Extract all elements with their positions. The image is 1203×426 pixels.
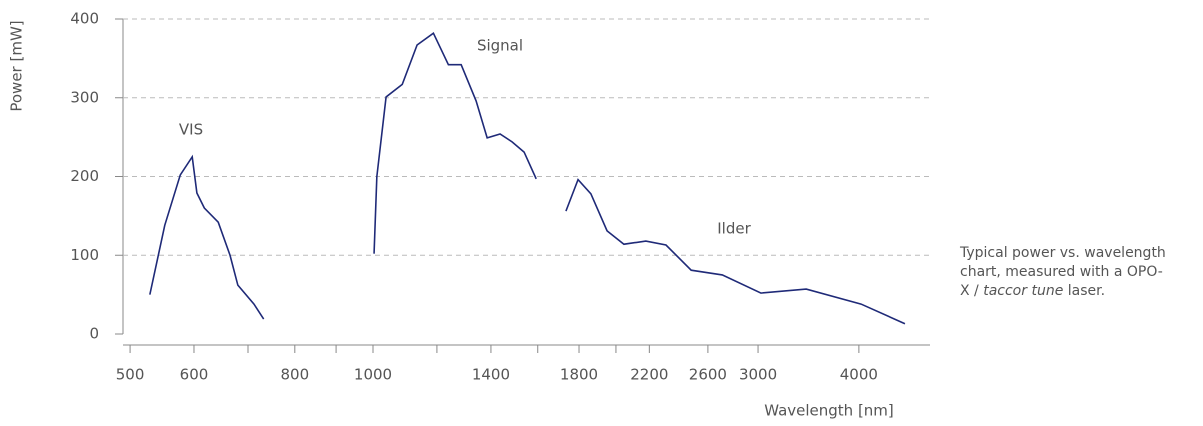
y-tick-label: 300 bbox=[70, 88, 99, 106]
x-tick-label: 800 bbox=[280, 366, 309, 384]
caption-text: Typical power vs. wavelength chart, meas… bbox=[960, 245, 1166, 299]
series-label: VIS bbox=[179, 121, 203, 139]
x-tick-label: 1400 bbox=[472, 366, 510, 384]
caption-text: laser. bbox=[1063, 283, 1106, 299]
x-axis-label: Wavelength [nm] bbox=[764, 402, 894, 420]
y-tick-label: 100 bbox=[70, 246, 99, 264]
x-tick-label: 1800 bbox=[560, 366, 598, 384]
series-label: Ilder bbox=[717, 220, 751, 238]
series-label: Signal bbox=[477, 37, 523, 55]
x-tick-label: 500 bbox=[116, 366, 145, 384]
series-line bbox=[565, 178, 906, 325]
x-tick-label: 3000 bbox=[739, 366, 777, 384]
y-tick-label: 0 bbox=[89, 325, 99, 343]
x-tick-label: 600 bbox=[180, 366, 209, 384]
x-tick-label: 2200 bbox=[630, 366, 668, 384]
caption-product: taccor tune bbox=[983, 283, 1064, 299]
x-tick-label: 4000 bbox=[840, 366, 878, 384]
series-line bbox=[373, 31, 537, 254]
y-tick-label: 200 bbox=[70, 167, 99, 185]
chart: Power [mW] Wavelength [nm] 0 100 200 300 400… bbox=[8, 10, 930, 420]
y-axis-label: Power [mW] bbox=[8, 20, 26, 111]
y-tick-label: 400 bbox=[70, 10, 99, 28]
caption: Typical power vs. wavelength chart, meas… bbox=[960, 244, 1170, 301]
x-tick-label: 1000 bbox=[354, 366, 392, 384]
series-line bbox=[149, 154, 265, 320]
x-tick-label: 2600 bbox=[689, 366, 727, 384]
